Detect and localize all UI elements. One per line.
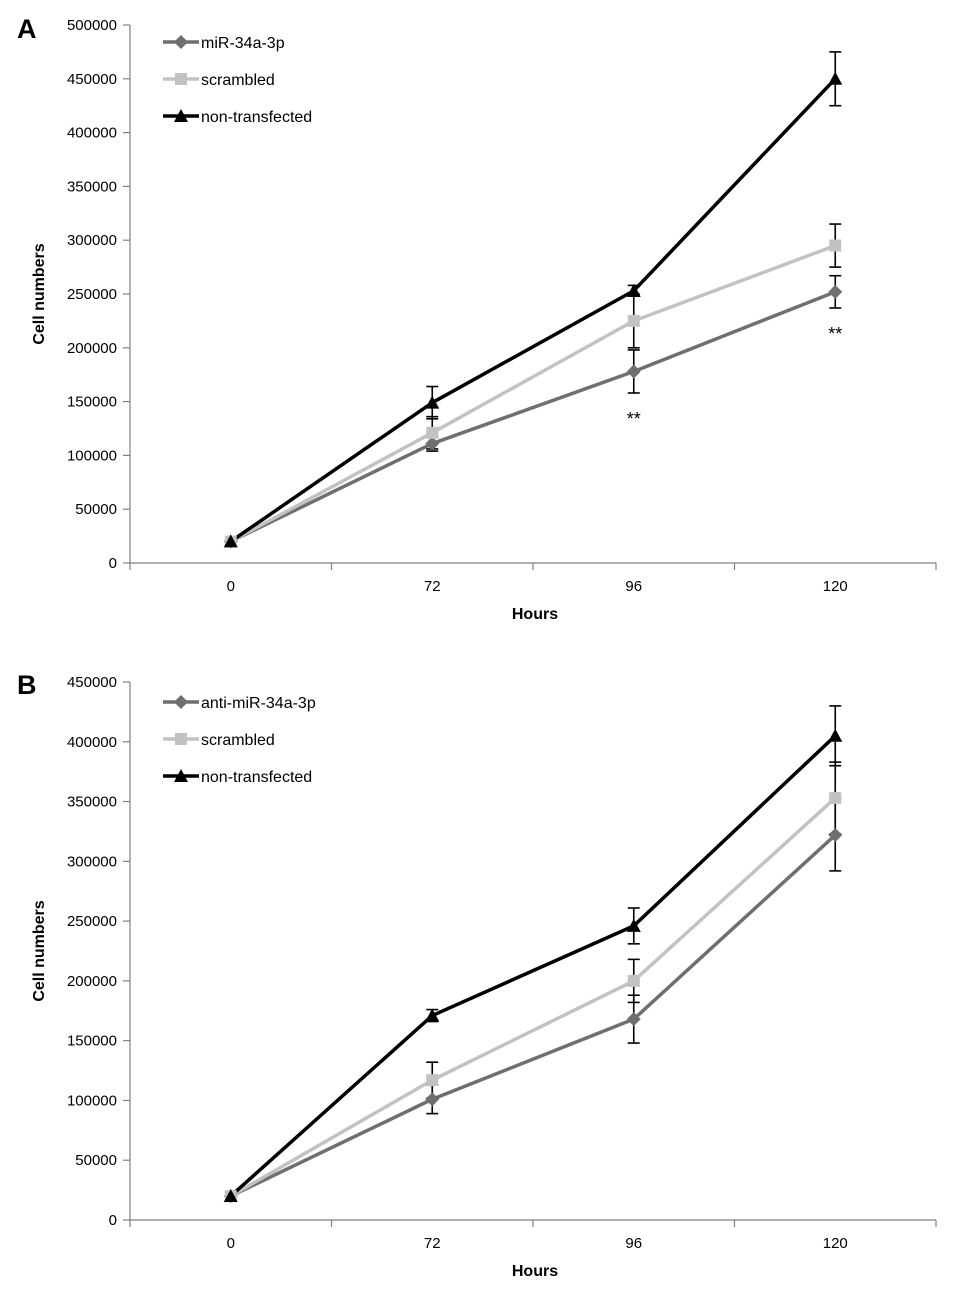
legend-marker-square [175,73,187,85]
data-point-triangle [425,1008,440,1022]
y-tick-label: 0 [109,1212,117,1229]
data-point-triangle [626,283,641,297]
data-point-triangle [626,918,641,932]
legend-marker-square [175,733,187,745]
legend-label: scrambled [201,732,275,749]
y-tick-label: 100000 [67,1092,117,1109]
y-axis-title: Cell numbers [31,900,48,1001]
data-point-triangle [223,1189,238,1203]
legend-marker-triangle [174,769,188,782]
x-tick-label: 96 [625,578,642,595]
panel-letter: B [17,670,37,700]
y-axis-title: Cell numbers [31,243,48,344]
y-tick-label: 0 [109,555,117,572]
y-tick-label: 50000 [75,501,117,518]
legend-marker-diamond [174,695,188,709]
y-tick-label: 100000 [67,447,117,464]
y-tick-label: 250000 [67,286,117,303]
y-tick-label: 300000 [67,232,117,249]
data-point-square [829,791,842,804]
series-line-anti-miR-34a-3p [229,833,837,1198]
significance-annotation: ** [828,324,842,344]
y-tick-label: 350000 [67,794,117,811]
y-tick-label: 350000 [67,178,117,195]
legend-label: non-transfected [201,109,312,126]
data-point-square [829,239,842,252]
x-tick-label: 96 [625,1235,642,1252]
chart-panel-b: B 0 50000 100000 150000 200000 250000 300000 350… [17,670,937,1280]
significance-annotation: ** [627,409,641,429]
x-tick-label: 120 [823,1235,848,1252]
data-point-square [426,1074,439,1087]
x-tick-label: 72 [424,578,441,595]
x-tick-label: 0 [227,1235,235,1252]
y-tick-label: 500000 [67,17,117,34]
data-point-diamond [425,436,440,451]
y-tick-label: 200000 [67,973,117,990]
legend-marker-triangle [174,109,188,122]
panel-letter: A [17,14,37,44]
data-point-diamond [425,1092,440,1107]
data-point-triangle [828,728,843,742]
y-tick-label: 400000 [67,125,117,142]
data-point-diamond [828,284,843,299]
data-point-square [426,426,439,439]
series-line-scrambled [229,243,836,544]
y-tick-label: 400000 [67,734,117,751]
y-tick-label: 300000 [67,853,117,870]
data-point-diamond [828,828,843,843]
y-tick-label: 250000 [67,913,117,930]
x-axis-title: Hours [512,1263,558,1280]
legend-marker-diamond [174,35,188,49]
data-point-triangle [425,395,440,409]
y-tick-label: 200000 [67,340,117,357]
series-line-scrambled [229,796,837,1198]
data-point-diamond [626,364,641,379]
x-tick-label: 72 [424,1235,441,1252]
y-tick-label: 450000 [67,71,117,88]
series-line-miR-34a-3p [229,290,836,544]
data-point-triangle [828,71,843,85]
data-point-square [627,314,640,327]
legend-label: scrambled [201,72,275,89]
legend-label: anti-miR-34a-3p [201,695,316,712]
y-tick-label: 50000 [75,1152,117,1169]
legend-label: non-transfected [201,769,312,786]
data-point-triangle [223,534,238,548]
y-tick-label: 150000 [67,1033,117,1050]
data-point-square [627,974,640,987]
legend-label: miR-34a-3p [201,35,285,52]
x-axis-title: Hours [512,606,558,623]
x-tick-label: 120 [823,578,848,595]
x-tick-label: 0 [227,578,235,595]
data-point-diamond [626,1012,641,1027]
series-line-non-transfected [229,734,837,1198]
series-line-non-transfected [229,77,837,543]
chart-panel-a: A 0 50000 100000 150000 200000 250000 300000 350… [17,14,937,623]
y-tick-label: 450000 [67,674,117,691]
y-tick-label: 150000 [67,394,117,411]
